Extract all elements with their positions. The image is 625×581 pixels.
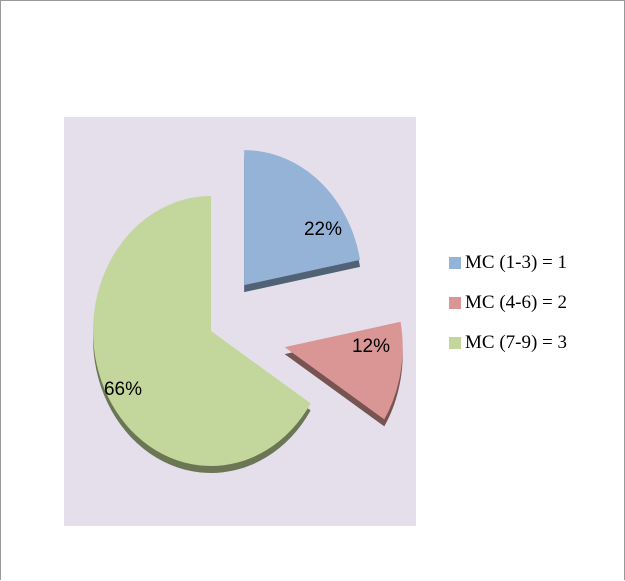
legend-swatch-1 bbox=[449, 257, 461, 269]
legend: MC (1-3) = 1 MC (4-6) = 2 MC (7-9) = 3 bbox=[449, 243, 619, 363]
legend-item-1: MC (1-3) = 1 bbox=[449, 243, 619, 283]
pie-slice-1-face bbox=[244, 150, 361, 286]
legend-swatch-3 bbox=[449, 337, 461, 349]
slice-data-label-2: 12% bbox=[352, 336, 390, 357]
pie-slice-3 bbox=[93, 196, 311, 473]
pie-slice-3-face bbox=[93, 196, 311, 466]
pie-slice-2 bbox=[284, 321, 403, 427]
legend-label-2: MC (4-6) = 2 bbox=[465, 292, 568, 313]
legend-swatch-2 bbox=[449, 297, 461, 309]
legend-label-1: MC (1-3) = 1 bbox=[465, 252, 568, 273]
pie-slice-2-face bbox=[284, 321, 403, 420]
slice-data-label-3: 66% bbox=[104, 379, 142, 400]
slice-data-label-1: 22% bbox=[304, 219, 342, 240]
legend-item-3: MC (7-9) = 3 bbox=[449, 323, 619, 363]
legend-label-3: MC (7-9) = 3 bbox=[465, 332, 568, 353]
legend-item-2: MC (4-6) = 2 bbox=[449, 283, 619, 323]
pie-slice-1 bbox=[244, 150, 361, 293]
